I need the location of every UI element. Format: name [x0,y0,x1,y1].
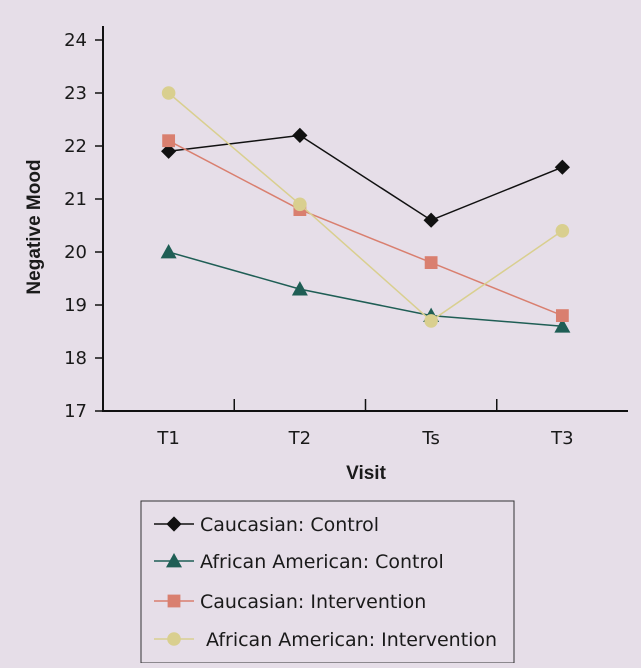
series-line [168,92,563,322]
legend-marker [167,594,181,608]
legend-item: Caucasian: Intervention [154,591,426,613]
data-point [160,244,177,259]
data-point [423,212,439,228]
data-point [161,86,176,100]
series-line [168,251,563,327]
series-line [168,140,563,317]
legend: Caucasian: Control African American: Cont… [140,500,515,664]
y-tick-label: 17 [64,401,87,422]
y-tick-label: 21 [64,189,87,210]
data-point [162,134,176,148]
legend-marker [167,632,181,646]
legend-label: African American: Control [200,551,444,573]
data-point [291,281,308,296]
x-tick-label: T1 [156,428,179,449]
legend-label: Caucasian: Intervention [200,591,426,613]
series-3 [161,86,570,328]
series-line [168,134,563,222]
legend-label: African American: Intervention [206,629,497,651]
legend-marker [166,516,182,532]
axes: 17 18 19 20 21 22 23 24 T1 T2 Ts T3 [64,26,628,449]
legend-item: African American: Control [154,551,444,573]
x-axis-title: Visit [346,463,386,484]
y-tick-label: 23 [64,83,87,104]
y-tick-label: 20 [64,242,87,263]
legend-item: Caucasian: Control [154,514,379,536]
data-point [293,197,307,212]
data-point [161,143,177,159]
y-tick-label: 19 [64,295,87,316]
data-point [555,224,570,238]
data-point [424,256,438,269]
data-point [292,127,308,143]
series-layer [160,86,571,333]
y-axis-title: Negative Mood [24,159,45,294]
data-point [554,159,570,175]
series-1 [160,244,571,333]
x-tick-label: T2 [288,428,311,449]
legend-marker [166,553,182,568]
y-tick-label: 18 [64,348,87,369]
legend-label: Caucasian: Control [200,514,379,536]
series-0 [161,127,570,228]
y-tick-label: 22 [64,136,87,157]
data-point [555,309,569,322]
y-tick-label: 24 [64,30,87,51]
series-2 [162,134,569,322]
x-tick-label: Ts [421,428,439,449]
legend-item: African American: Intervention [154,629,497,651]
x-tick-label: T3 [550,428,573,449]
data-point [424,314,438,328]
data-point [554,318,571,333]
